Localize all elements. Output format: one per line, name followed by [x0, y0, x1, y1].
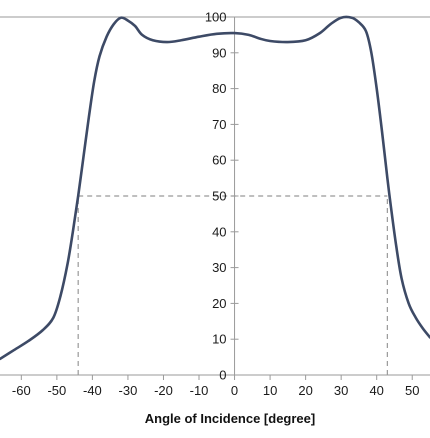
reference-lines [77, 195, 388, 375]
y-tick-label: 80 [212, 81, 226, 96]
x-tick-label: -30 [119, 383, 138, 398]
x-tick-label: 40 [369, 383, 383, 398]
series-layer [0, 15, 430, 361]
x-tick-label: -50 [47, 383, 66, 398]
x-tick-label: 10 [263, 383, 277, 398]
x-axis-title: Angle of Incidence [degree] [145, 411, 315, 426]
y-tick-label: 10 [212, 332, 226, 347]
x-tick-label: -10 [190, 383, 209, 398]
x-tick-label: 0 [231, 383, 238, 398]
y-tick-label: 100 [205, 10, 227, 25]
y-tick-label: 40 [212, 224, 226, 239]
x-tick-label: -20 [154, 383, 173, 398]
axes [0, 16, 430, 380]
y-tick-label: 20 [212, 296, 226, 311]
y-tick-label: 60 [212, 153, 226, 168]
x-tick-label: 20 [298, 383, 312, 398]
x-tick-label: 50 [405, 383, 419, 398]
y-tick-label: 70 [212, 117, 226, 132]
x-tick-label: 30 [334, 383, 348, 398]
y-tick-label: 30 [212, 260, 226, 275]
x-tick-label: -60 [12, 383, 31, 398]
y-tick-label: 50 [212, 189, 226, 204]
y-tick-label: 0 [219, 368, 226, 383]
y-tick-label: 90 [212, 45, 226, 60]
x-tick-label: -40 [83, 383, 102, 398]
series-line [0, 15, 430, 361]
